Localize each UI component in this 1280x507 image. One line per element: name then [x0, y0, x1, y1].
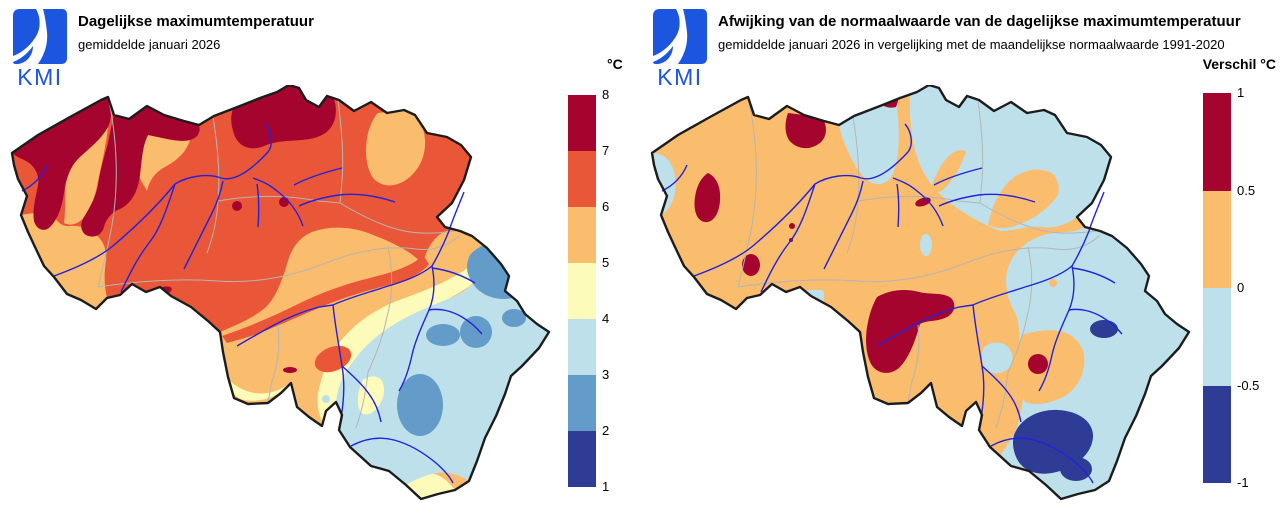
legend-tick-label: 0.5	[1237, 182, 1256, 198]
legend-tick-label: 6	[602, 199, 610, 214]
region-waasland-antwerp-7-8C	[231, 85, 336, 149]
region-circle-pos05	[1028, 354, 1048, 374]
left-map-title: Dagelijkse maximumtemperatuur	[78, 13, 314, 30]
left-legend-colorbar	[568, 95, 596, 487]
legend-tick-label: 7	[602, 143, 610, 158]
region-speck-pos	[1049, 279, 1057, 287]
kmi-logo-shape-right	[678, 9, 707, 64]
region-dot-7-8C	[283, 367, 297, 373]
legend-cell	[1203, 93, 1231, 191]
legend-tick-label: 1	[1237, 85, 1245, 100]
region-famenne-pocket-pos	[1018, 330, 1085, 405]
region-boot-strip-4-5C	[228, 379, 291, 401]
legend-cell	[568, 375, 596, 431]
kmi-logo: KMI	[13, 9, 67, 88]
region-speck-pos05	[789, 223, 795, 229]
region-ghent-5-6C	[139, 135, 190, 191]
region-mouscron-pos05	[742, 254, 760, 276]
right-map-subtitle: gemiddelde januari 2026 in vergelijking …	[718, 37, 1225, 52]
legend-tick-label: 8	[602, 87, 610, 102]
legend-cell	[568, 431, 596, 487]
legend-cell	[568, 207, 596, 263]
region-sambre-meuse-valley-6-7C	[222, 255, 429, 343]
region-dot-7-8C	[232, 201, 242, 211]
temperature-map-belgium	[10, 85, 551, 501]
region-flanders-inland-7-8C	[81, 106, 200, 237]
region-east-2-3C	[502, 309, 526, 327]
kmi-logo-shape-right	[38, 9, 67, 64]
legend-cell	[568, 95, 596, 151]
legend-tick-label: 5	[602, 255, 610, 270]
kmi-logo-shape-small	[13, 46, 33, 65]
legend-tick-label: 3	[602, 367, 610, 382]
kmi-logo-shape-small	[653, 46, 673, 65]
left-legend-ticks: 8 7 6 5 4 3 2 1	[602, 87, 642, 494]
region-spot-3-4C	[322, 395, 330, 403]
region-kempen-neg	[909, 85, 1111, 231]
region-pocket-neg	[981, 342, 1013, 374]
legend-tick-label: 2	[602, 423, 610, 438]
legend-cell	[1203, 190, 1231, 288]
kmi-logo: KMI	[653, 9, 707, 88]
region-westflanders-teardrop-pos05	[694, 173, 721, 223]
region-sambre-pos05	[866, 289, 955, 373]
legend-tick-label: -0.5	[1237, 377, 1260, 393]
region-elsenborn-neg05	[1090, 320, 1118, 338]
region-famenne-finger-4-5C	[357, 376, 385, 415]
legend-tick-label: 4	[602, 311, 610, 326]
right-map-title: Afwijking van de normaalwaarde van de da…	[718, 13, 1241, 30]
region-ardennes-mid-2-3C	[426, 324, 460, 346]
kmi-logo-shape-left	[653, 9, 680, 56]
region-coast-7-8C	[12, 97, 111, 230]
region-ardennes-south-2-3C	[397, 374, 443, 436]
legend-tick-label: 1	[602, 479, 610, 494]
left-map-subtitle: gemiddelde januari 2026	[78, 37, 221, 52]
left-legend-unit: °C	[607, 56, 623, 72]
legend-tick-label: -1	[1237, 475, 1249, 490]
legend-cell	[568, 263, 596, 319]
region-coastal-strip-neg	[652, 153, 676, 215]
region-south-lobe-neg05	[1060, 457, 1092, 481]
region-zwin-pos05	[757, 98, 768, 111]
region-kempen-5-6C	[366, 110, 426, 186]
region-stvith-2-3C	[460, 316, 492, 348]
legend-cell	[1203, 385, 1231, 483]
legend-cell	[568, 151, 596, 207]
legend-tick-label: 0	[1237, 280, 1245, 295]
right-legend-ticks: 1 0.5 0 -0.5 -1	[1237, 85, 1277, 490]
anomaly-map-belgium	[650, 85, 1191, 501]
region-westflanders-band-5-6C	[64, 127, 108, 225]
right-legend-colorbar	[1203, 93, 1231, 483]
region-ardennes-3-4C	[336, 248, 549, 485]
region-oval-neg	[920, 234, 932, 256]
kmi-logo-text: KMI	[17, 64, 62, 88]
right-legend-unit: Verschil °C	[1202, 56, 1276, 72]
legend-cell	[568, 319, 596, 375]
legend-cell	[1203, 288, 1231, 386]
region-dot-7-8C	[279, 197, 289, 207]
region-zeebrugge-pos05	[785, 113, 826, 149]
kmi-logo-text: KMI	[657, 64, 702, 88]
region-condroz-4-5C	[317, 251, 490, 433]
kmi-logo-shape-left	[13, 9, 40, 56]
